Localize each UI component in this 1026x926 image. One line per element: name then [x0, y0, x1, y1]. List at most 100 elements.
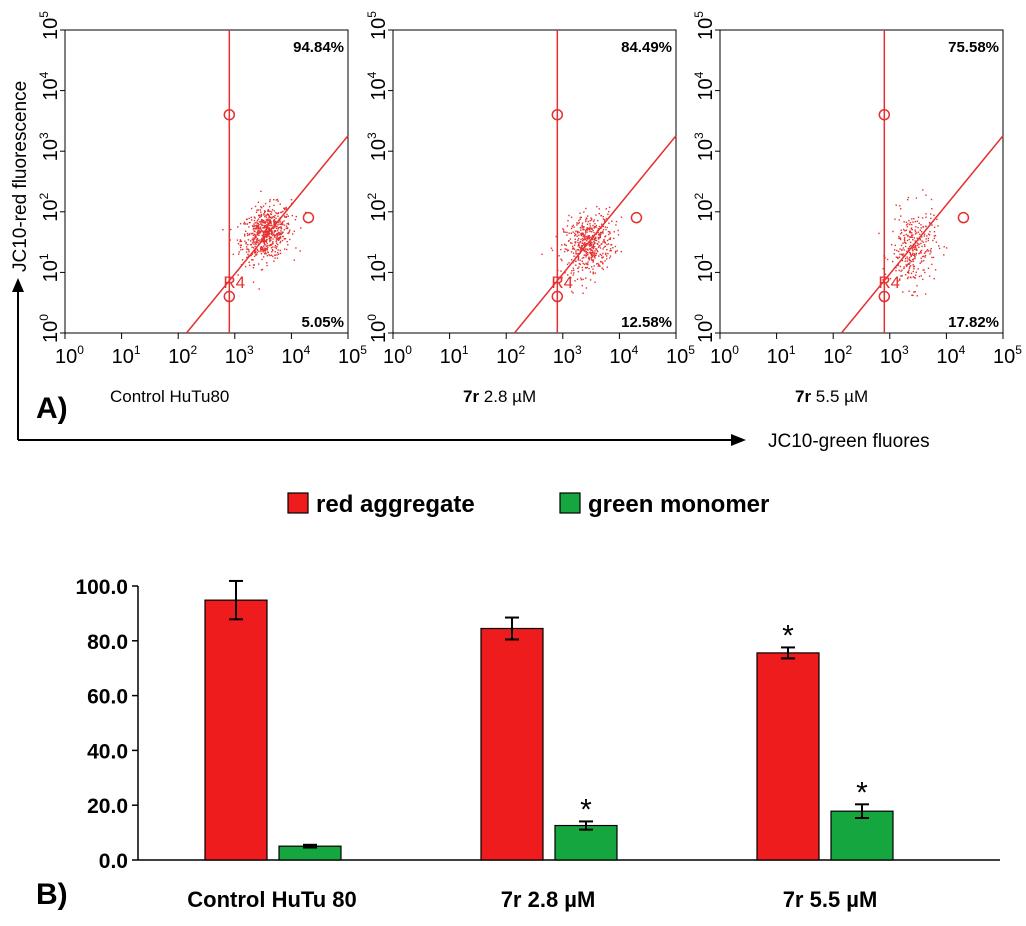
scatter-point [913, 253, 916, 255]
scatter-point [275, 225, 277, 227]
scatter-point [251, 219, 253, 221]
scatter-point [268, 205, 271, 208]
scatter-point [581, 232, 583, 234]
scatter-point [614, 252, 617, 254]
scatter-point [268, 229, 271, 231]
tick-base: 10 [368, 260, 390, 282]
scatter-point [934, 269, 937, 271]
scatter-point [281, 231, 283, 233]
gate-diagonal-line [513, 135, 677, 334]
scatter-point [581, 222, 584, 224]
scatter-point [929, 231, 931, 233]
scatter-point [913, 291, 915, 293]
scatter-point [934, 234, 937, 237]
tick-exponent: 4 [632, 343, 639, 357]
scatter-point [260, 190, 262, 192]
scatter-point [605, 228, 607, 231]
scatter-point [585, 262, 587, 265]
scatter-point [260, 213, 263, 216]
scatter-point [276, 234, 279, 236]
scatter-point [230, 228, 232, 231]
plot-frame [719, 29, 1004, 334]
scatter-point [283, 220, 285, 222]
scatter-point [599, 247, 602, 249]
scatter-point [264, 211, 266, 214]
scatter-point [597, 219, 599, 222]
scatter-point [909, 266, 911, 268]
scatter-point [596, 205, 598, 208]
scatter-point [273, 233, 275, 236]
scatter-point [592, 259, 594, 261]
scatter-point [255, 227, 258, 229]
bar-y-tick-label: 100.0 [75, 576, 128, 599]
scatter-point [264, 247, 266, 249]
scatter-point [899, 248, 901, 250]
scatter-point [578, 221, 580, 224]
scatter-point [589, 243, 592, 246]
scatter-point [891, 244, 893, 246]
scatter-point [908, 272, 910, 274]
scatter-point [264, 229, 267, 231]
scatter-point [592, 244, 594, 247]
scatter-point [921, 240, 923, 242]
scatter-point [258, 234, 260, 236]
tick-exponent: 0 [365, 314, 379, 321]
scatter-point [909, 222, 912, 224]
scatter-point [577, 259, 579, 261]
upper-percentage: 94.84% [293, 39, 344, 56]
scatter-point [583, 256, 585, 259]
scatter-point [295, 247, 297, 249]
scatter-point [239, 240, 241, 243]
scatter-point [609, 232, 611, 234]
scatter-point [262, 249, 264, 251]
scatter-point [250, 232, 253, 235]
y-tick-label: 102 [692, 193, 717, 222]
gate-handle [878, 108, 891, 121]
scatter-point [897, 250, 900, 253]
scatter-point [913, 248, 916, 250]
scatter-point [587, 254, 589, 256]
scatter-point [594, 225, 596, 228]
bar-y-tick-label: 0.0 [99, 850, 128, 873]
scatter-point [600, 254, 603, 256]
scatter-point [255, 236, 257, 238]
scatter-point [266, 226, 268, 228]
scatter-point [590, 254, 593, 257]
scatter-point [579, 263, 581, 266]
scatter-point [262, 250, 264, 252]
scatter-point [919, 250, 922, 252]
scatter-point [269, 236, 271, 238]
scatter-point [914, 291, 916, 293]
scatter-point [261, 234, 263, 236]
scatter-point [579, 216, 581, 219]
scatter-point [572, 245, 574, 247]
scatter-point [580, 245, 583, 247]
scatter-point [582, 278, 584, 281]
scatter-point [256, 233, 259, 235]
scatter-point [584, 236, 586, 238]
scatter-point [572, 252, 575, 254]
scatter-point [578, 245, 580, 247]
scatter-point [572, 224, 574, 227]
scatter-point [568, 214, 570, 217]
scatter-point [283, 238, 286, 240]
scatter-point [588, 235, 590, 237]
scatter-point [269, 254, 271, 257]
scatter-point [563, 229, 565, 231]
scatter-point [906, 277, 909, 280]
scatter-point [586, 238, 589, 240]
scatter-point [912, 264, 914, 266]
y-tick-label: 104 [37, 71, 62, 100]
scatter-point [577, 241, 579, 244]
scatter-point [289, 229, 291, 231]
scatter-point [932, 239, 934, 242]
scatter-point [275, 221, 277, 223]
scatter-point [601, 261, 603, 263]
scatter-point [264, 231, 266, 233]
scatter-point [264, 233, 267, 236]
tick-exponent: 5 [688, 343, 695, 357]
scatter-point [917, 226, 919, 229]
scatter-point [591, 246, 593, 248]
scatter-point [913, 254, 915, 256]
scatter-point [258, 231, 260, 234]
